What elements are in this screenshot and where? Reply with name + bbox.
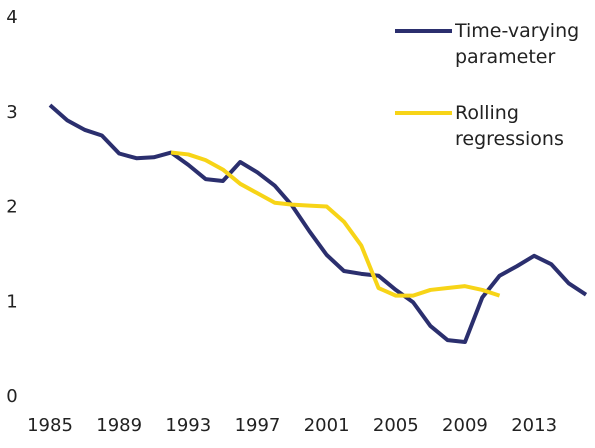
x-tick-label: 2009	[442, 415, 488, 436]
series-line	[170, 150, 501, 298]
x-tick-label: 1993	[165, 415, 211, 436]
series-line	[48, 103, 588, 345]
y-tick-label: 0	[6, 386, 17, 407]
y-tick-label: 2	[6, 197, 17, 218]
y-tick-label: 4	[6, 7, 17, 28]
x-tick-label: 1989	[96, 415, 142, 436]
y-tick-label: 3	[6, 102, 17, 123]
legend-label: Rolling regressions	[455, 102, 564, 150]
x-tick-label: 2005	[373, 415, 419, 436]
x-tick-label: 2001	[304, 415, 350, 436]
y-tick-label: 1	[6, 291, 17, 312]
x-tick-label: 2013	[511, 415, 557, 436]
legend-label: Time-varying parameter	[455, 20, 580, 68]
x-tick-label: 1985	[27, 415, 73, 436]
x-tick-label: 1997	[235, 415, 281, 436]
